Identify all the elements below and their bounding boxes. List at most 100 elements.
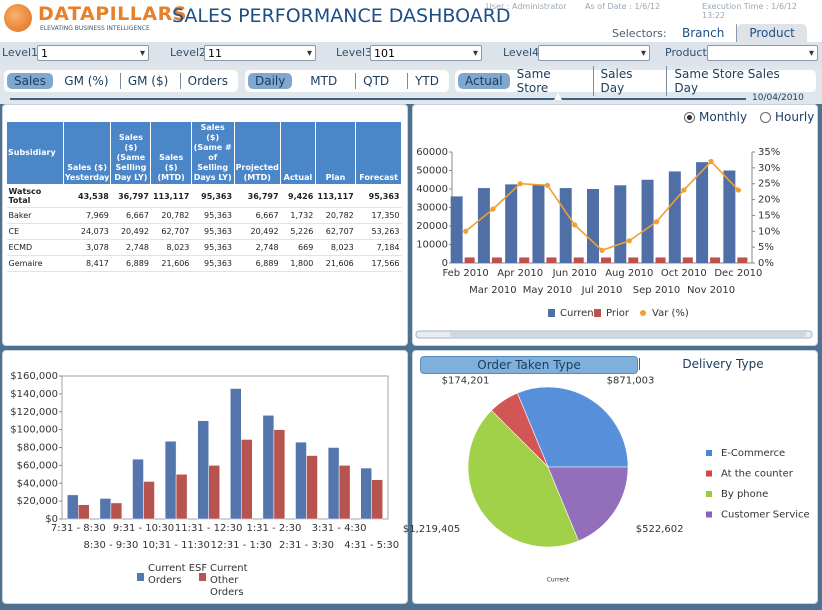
bar	[338, 465, 351, 520]
x-tick-label: Feb 2010	[442, 268, 488, 279]
legend-swatch	[548, 309, 555, 317]
column-header: Projected (MTD)	[233, 121, 282, 185]
tab[interactable]: GM (%)	[64, 74, 109, 88]
y-tick-label: 60000	[416, 147, 448, 158]
column-header: Actual	[280, 121, 316, 185]
filter-select[interactable]	[707, 45, 818, 62]
table-cell: 95,363	[191, 207, 235, 224]
sales-table: Subsidiary Sales ($) Yesterday Sales ($) (…	[6, 121, 402, 272]
selector[interactable]: Branch	[670, 24, 738, 42]
pie-caption: Current	[547, 577, 570, 584]
tab[interactable]: Same Store Sales Day	[666, 66, 813, 96]
table-cell: 21,606	[315, 255, 356, 272]
legend-swatch	[640, 310, 646, 316]
bar	[573, 257, 584, 263]
logo-icon	[4, 4, 32, 32]
tab[interactable]: QTD	[355, 73, 396, 89]
x-tick-label: 1:31 - 2:30	[246, 523, 301, 534]
table-cell: 43,538	[63, 184, 111, 208]
x-tick-label: 4:31 - 5:30	[344, 540, 399, 551]
bar	[737, 257, 748, 263]
radio-label: Hourly	[775, 110, 815, 124]
legend-label: Current	[560, 308, 598, 319]
pie-slice	[467, 410, 580, 548]
tab-group: Sales GM (%) GM ($) Orders	[4, 70, 238, 92]
y2-tick-label: 15%	[758, 210, 780, 221]
tab[interactable]: Sales Day	[592, 66, 667, 96]
tab-group: Actual Same Store Sales Day Same Store Sale…	[455, 66, 816, 96]
y-tick-label: 30000	[416, 203, 448, 214]
table-cell: 17,350	[355, 207, 402, 224]
bar	[230, 388, 242, 520]
tab[interactable]: MTD	[310, 74, 338, 88]
table-row: CE 24,073 20,492 62,707 95,363 20,492 5,226 62,…	[6, 223, 402, 240]
header-row: Subsidiary Sales ($) Yesterday Sales ($) (…	[6, 121, 402, 185]
tab[interactable]: Same Store	[516, 67, 551, 95]
bar	[295, 441, 307, 520]
slider-thumb[interactable]	[554, 93, 562, 100]
pie-tab[interactable]: Delivery Type	[682, 357, 764, 371]
legend-swatch	[199, 573, 206, 581]
x-tick-label: Oct 2010	[661, 268, 707, 279]
bar	[360, 467, 372, 520]
bar	[710, 257, 721, 263]
tab[interactable]: Orders	[179, 73, 235, 89]
legend-label: By phone	[721, 489, 768, 500]
filter-select[interactable]: 101	[370, 45, 482, 62]
pie-label: $871,003	[607, 376, 655, 387]
pie-tab[interactable]: Order Taken Type	[420, 356, 638, 374]
radio-button[interactable]	[684, 112, 695, 123]
tab[interactable]: Daily	[248, 73, 293, 89]
y2-tick-label: 30%	[758, 163, 780, 174]
bar	[99, 498, 112, 520]
selectors: Branch Product	[670, 24, 807, 42]
filter-label: Level4	[503, 46, 540, 59]
table-cell: 20,782	[150, 207, 192, 224]
x-tick-label: Dec 2010	[714, 268, 762, 279]
table-cell: 21,606	[150, 255, 192, 272]
bar	[614, 185, 627, 263]
bar	[197, 420, 209, 520]
scroll-thumb[interactable]	[450, 332, 806, 337]
y2-tick-label: 5%	[758, 242, 774, 253]
bar	[78, 504, 90, 520]
selector[interactable]: Product	[737, 24, 807, 42]
filter-select[interactable]: 1	[37, 45, 149, 62]
tab[interactable]: GM ($)	[119, 73, 175, 89]
bar	[110, 502, 123, 520]
bar	[641, 179, 654, 263]
filter-select[interactable]	[538, 45, 650, 62]
logo: DATAPILLARS	[38, 3, 187, 25]
bar	[464, 257, 475, 263]
bar	[587, 189, 599, 263]
bar	[505, 184, 518, 263]
filter-select[interactable]: 11	[204, 45, 316, 62]
table-cell: 53,263	[355, 223, 402, 240]
tab[interactable]: YTD	[407, 73, 446, 89]
y-tick-label: 10000	[416, 240, 448, 251]
tab[interactable]: Actual	[458, 73, 510, 89]
bar	[696, 162, 709, 263]
line-point	[572, 222, 578, 228]
tab[interactable]: Sales	[7, 73, 53, 89]
table-cell: 20,492	[234, 223, 281, 240]
legend-label: Current ESF Orders	[148, 563, 208, 586]
legend-swatch	[706, 491, 712, 497]
table-cell: 2,748	[110, 239, 151, 256]
tab-separator	[639, 358, 640, 370]
table-cell: 62,707	[315, 223, 356, 240]
date-slider[interactable]	[10, 98, 746, 100]
bar	[723, 170, 736, 263]
selectors-label: Selectors:	[612, 27, 667, 40]
pie-label: $522,602	[636, 524, 684, 535]
bar	[477, 188, 490, 263]
y-tick-label: $100,000	[10, 425, 58, 436]
line-point	[544, 182, 551, 188]
line-point	[708, 158, 714, 165]
table-cell: 8,023	[150, 239, 192, 256]
column-header: Forecast	[355, 121, 402, 185]
radio-button[interactable]	[760, 112, 771, 123]
filter-label: Level2	[170, 46, 207, 59]
filter-label: Level1	[2, 46, 39, 59]
x-tick-label: May 2010	[523, 285, 572, 296]
